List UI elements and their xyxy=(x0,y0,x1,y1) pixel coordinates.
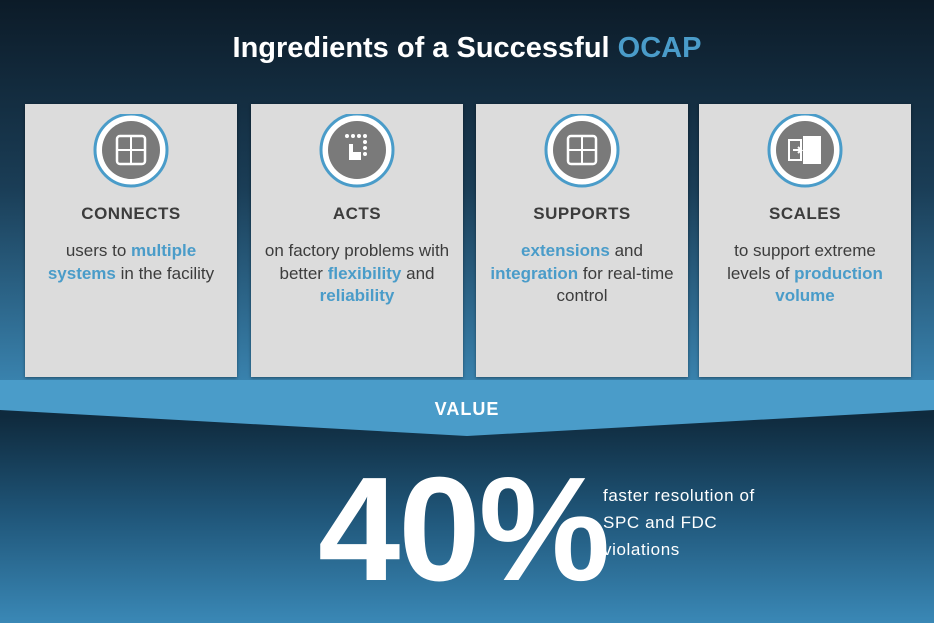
card-body: users to multiple systems in the facilit… xyxy=(37,240,225,285)
text: to support extreme levels of xyxy=(727,241,876,283)
card-heading: SCALES xyxy=(769,204,841,223)
card: SUPPORTS extensions and integration for … xyxy=(476,104,688,377)
text: Ingredients of a Successful xyxy=(232,32,618,64)
highlight-text: extensions xyxy=(521,241,610,260)
card: ACTS on factory problems with better fle… xyxy=(251,104,463,377)
text: and xyxy=(401,263,435,283)
highlight-text: production volume xyxy=(775,263,883,306)
card: SCALES to support extreme levels of prod… xyxy=(699,104,911,377)
highlight-text: reliability xyxy=(319,286,395,305)
card-body: extensions and integration for real-time… xyxy=(488,240,676,308)
highlight-text: flexibility xyxy=(327,263,402,283)
card: CONNECTS users to multiple systems in th… xyxy=(25,104,237,377)
highlight-text: multiple systems xyxy=(47,241,197,283)
icon xyxy=(319,114,395,188)
card-body: on factory problems with better flexibil… xyxy=(263,240,451,308)
icon xyxy=(93,114,169,188)
highlight-text: OCAP xyxy=(617,32,702,64)
text: users to xyxy=(65,241,132,260)
stat-description: faster resolution of SPC and FDC violati… xyxy=(603,486,755,559)
banner-label: VALUE xyxy=(434,399,500,419)
icon xyxy=(544,114,620,188)
icon xyxy=(767,114,843,188)
card-body: to support extreme levels of production … xyxy=(711,240,899,308)
text: for real-time control xyxy=(556,263,674,306)
highlight-text: integration xyxy=(490,263,579,283)
value-banner xyxy=(0,380,934,436)
card-heading: ACTS xyxy=(332,204,382,223)
text: on factory problems with better xyxy=(264,241,450,283)
card-heading: CONNECTS xyxy=(81,204,181,223)
title: Ingredients of a Successful OCAP xyxy=(0,32,934,65)
text: in the facility xyxy=(115,263,215,283)
card-heading: SUPPORTS xyxy=(533,204,631,223)
text: and xyxy=(609,241,643,260)
stat-value: 40% xyxy=(318,447,610,612)
